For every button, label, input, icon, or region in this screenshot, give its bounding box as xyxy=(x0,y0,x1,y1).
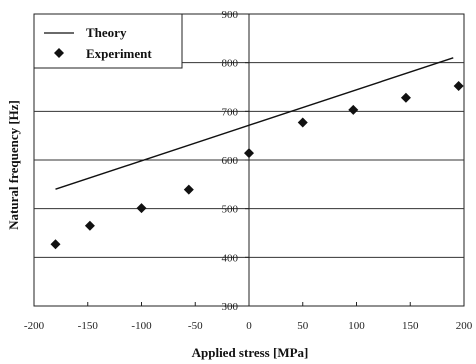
y-tick-label: 400 xyxy=(222,252,239,264)
theory-line xyxy=(55,57,454,190)
legend-diamond-swatch xyxy=(54,48,64,58)
legend-label-experiment: Experiment xyxy=(86,46,152,61)
experiment-point xyxy=(400,92,411,103)
x-tick-label: 0 xyxy=(246,320,252,332)
y-axis-title: Natural frequency [Hz] xyxy=(6,100,21,230)
experiment-point xyxy=(50,239,61,250)
experiment-point xyxy=(183,184,194,195)
x-tick-label: -50 xyxy=(188,320,203,332)
experiment-point xyxy=(453,81,464,92)
y-tick-label: 700 xyxy=(222,106,239,118)
legend-box xyxy=(33,13,183,69)
x-tick-label: -200 xyxy=(24,320,45,332)
x-tick-label: -100 xyxy=(131,320,152,332)
x-tick-label: 100 xyxy=(348,320,365,332)
y-tick-label: 800 xyxy=(222,58,239,70)
y-tick-label: 300 xyxy=(222,301,239,313)
x-tick-label: -150 xyxy=(78,320,99,332)
legend: Theory Experiment xyxy=(33,13,183,69)
experiment-point xyxy=(136,203,147,214)
x-tick-label: 200 xyxy=(456,320,473,332)
experiment-point xyxy=(297,117,308,128)
marks xyxy=(50,57,464,250)
experiment-point xyxy=(84,220,95,231)
x-axis-title: Applied stress [MPa] xyxy=(192,345,309,360)
x-tick-label: 50 xyxy=(297,320,309,332)
experiment-point xyxy=(348,104,359,115)
y-tick-label: 900 xyxy=(222,9,239,21)
x-tick-label: 150 xyxy=(402,320,419,332)
y-tick-label: 500 xyxy=(222,204,239,216)
legend-label-theory: Theory xyxy=(86,25,127,40)
y-tick-label: 600 xyxy=(222,155,239,167)
ticks: 300 400 500 600 700 800 900 -200 -150 -100 -50 0 50 1… xyxy=(24,9,473,332)
experiment-point xyxy=(244,148,254,159)
